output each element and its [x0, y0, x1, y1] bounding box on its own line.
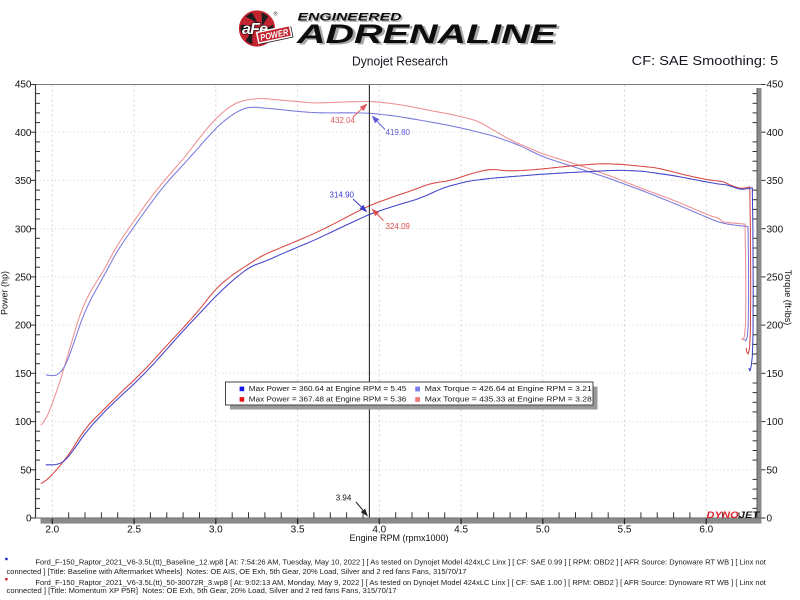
svg-text:450: 450 — [15, 80, 32, 91]
svg-text:2.5: 2.5 — [127, 524, 141, 535]
svg-text:100: 100 — [15, 417, 32, 428]
svg-text:200: 200 — [15, 321, 32, 332]
svg-text:Max Torque = 426.64 at Engine: Max Torque = 426.64 at Engine RPM = 3.21 — [425, 384, 592, 393]
svg-text:Max Torque = 435.33 at Engine: Max Torque = 435.33 at Engine RPM = 3.28 — [425, 394, 592, 403]
svg-text:150: 150 — [15, 369, 32, 380]
svg-text:Power (hp): Power (hp) — [0, 271, 10, 315]
svg-text:419.80: 419.80 — [386, 128, 411, 137]
svg-text:3.0: 3.0 — [209, 524, 223, 535]
svg-text:350: 350 — [15, 176, 32, 187]
svg-text:3.94: 3.94 — [336, 494, 352, 503]
svg-text:300: 300 — [15, 224, 32, 235]
svg-text:connected ] [Title: Baseline w: connected ] [Title: Baseline with Afterm… — [7, 567, 467, 576]
svg-text:200: 200 — [767, 321, 784, 332]
svg-text:250: 250 — [15, 273, 32, 284]
svg-text:CF: SAE Smoothing: 5: CF: SAE Smoothing: 5 — [632, 53, 779, 68]
svg-text:5.0: 5.0 — [536, 524, 550, 535]
svg-text:0: 0 — [767, 514, 773, 525]
svg-text:432.04: 432.04 — [331, 116, 356, 125]
svg-text:50: 50 — [20, 465, 32, 476]
svg-text:®: ® — [274, 11, 278, 18]
svg-text:50: 50 — [767, 465, 779, 476]
svg-text:5.5: 5.5 — [618, 524, 632, 535]
svg-text:4.5: 4.5 — [454, 524, 468, 535]
svg-text:300: 300 — [767, 224, 784, 235]
svg-text:ADRENALINE: ADRENALINE — [296, 19, 558, 49]
svg-text:0: 0 — [26, 514, 32, 525]
svg-text:ENGINEERED: ENGINEERED — [298, 12, 402, 24]
svg-text:2.0: 2.0 — [45, 524, 59, 535]
svg-text:324.09: 324.09 — [386, 222, 411, 231]
svg-text:150: 150 — [767, 369, 784, 380]
svg-text:connected ] [Title: Momentum X: connected ] [Title: Momentum XP P5R] Not… — [7, 586, 397, 595]
svg-text:350: 350 — [767, 176, 784, 187]
svg-text:Max Power = 360.64 at Engine R: Max Power = 360.64 at Engine RPM = 5.45 — [249, 384, 406, 393]
svg-text:Dynojet Research: Dynojet Research — [352, 53, 448, 68]
svg-text:Ford_F-150_Raptor_2021_V6-3.5L: Ford_F-150_Raptor_2021_V6-3.5L(tt)_50-30… — [35, 578, 766, 587]
svg-text:6.0: 6.0 — [699, 524, 713, 535]
svg-text:250: 250 — [767, 273, 784, 284]
svg-text:314.90: 314.90 — [330, 191, 355, 200]
svg-text:Max Power = 367.48 at Engine R: Max Power = 367.48 at Engine RPM = 5.36 — [249, 394, 406, 403]
svg-text:450: 450 — [767, 80, 784, 91]
svg-text:Engine RPM (rpmx1000): Engine RPM (rpmx1000) — [349, 533, 448, 543]
svg-text:400: 400 — [767, 128, 784, 139]
svg-text:3.5: 3.5 — [291, 524, 305, 535]
svg-text:400: 400 — [15, 128, 32, 139]
svg-text:4.0: 4.0 — [372, 524, 386, 535]
svg-text:Ford_F-150_Raptor_2021_V6-3.5L: Ford_F-150_Raptor_2021_V6-3.5L(tt)_Basel… — [35, 558, 766, 567]
svg-text:Torque (ft-lbs): Torque (ft-lbs) — [783, 270, 793, 326]
svg-text:100: 100 — [767, 417, 784, 428]
